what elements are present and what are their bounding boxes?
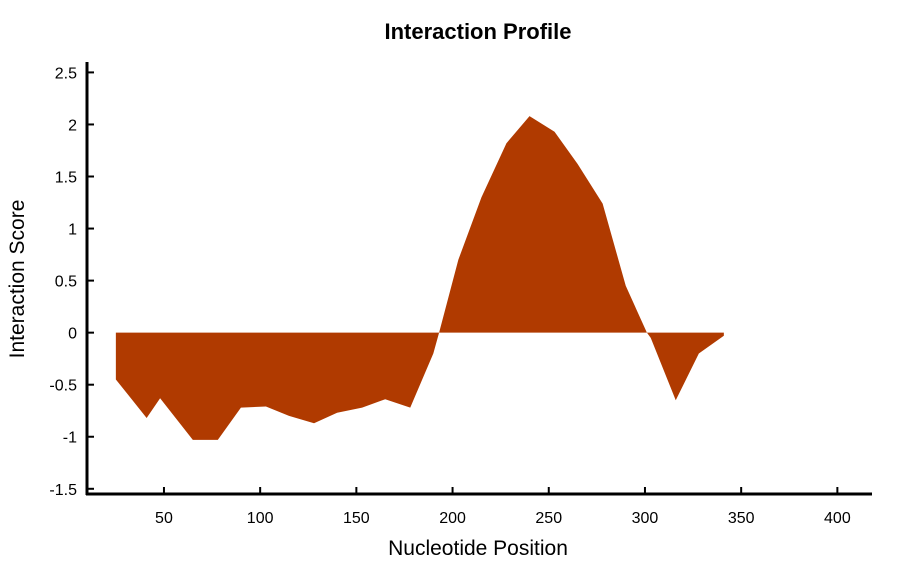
y-tick-label: 2 [68,117,77,134]
x-tick-label: 250 [535,510,562,527]
y-axis-label: Interaction Score [6,200,29,359]
series-area [115,116,724,440]
area-layer [115,116,724,440]
y-tick-label: -1.5 [49,482,77,499]
y-tick-label: 1 [68,222,77,239]
x-tick-label: 200 [439,510,466,527]
x-tick-label: 100 [247,510,274,527]
y-tick-label: -1 [63,430,77,447]
y-tick-label: 1.5 [55,170,77,187]
chart-title: Interaction Profile [384,19,571,44]
x-axis-label: Nucleotide Position [388,537,568,560]
x-tick-label: 50 [155,510,173,527]
y-tick-label: -0.5 [49,378,77,395]
y-tick-label: 0.5 [55,274,77,291]
x-tick-label: 350 [728,510,755,527]
y-tick-label: 2.5 [55,65,77,82]
x-tick-label: 400 [824,510,851,527]
y-axis-ticks: -1.5 -1 -0.5 0 0.5 1 1.5 2 2.5 [49,65,94,499]
y-tick-label: 0 [68,326,77,343]
x-tick-label: 150 [343,510,370,527]
x-tick-label: 300 [632,510,659,527]
